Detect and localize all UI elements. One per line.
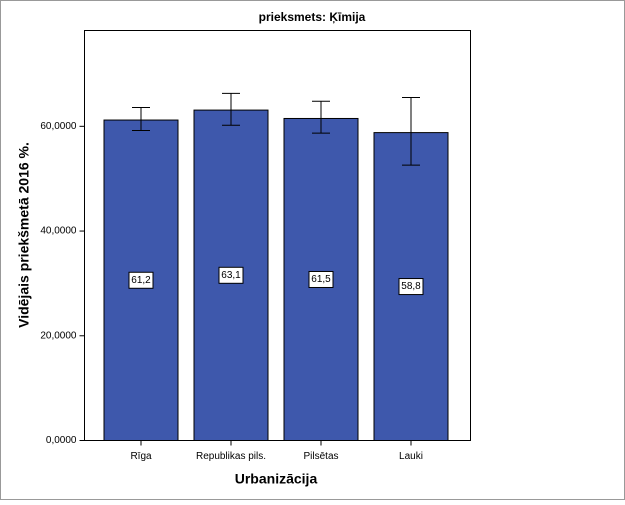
x-tick-label: Lauki [399,451,423,462]
value-label: 61,5 [311,274,331,285]
chart-title: prieksmets: Ķīmija [259,10,366,24]
value-label-box [398,278,424,296]
y-axis-label: Vidējais priekšmetā 2016 %. [16,142,32,328]
y-tick-label: 0,0000 [46,435,77,446]
value-label-box [128,271,154,289]
y-tick-label: 40,0000 [40,226,77,237]
x-tick-label: Republikas pils. [196,451,266,462]
value-label-box [308,270,334,288]
y-tick-label: 20,0000 [40,330,77,341]
x-axis-label: Urbanizācija [235,471,318,487]
x-tick-label: Rīga [130,451,152,462]
y-tick-label: 60,0000 [40,121,77,132]
value-label-box [218,266,244,284]
value-label: 63,1 [221,270,241,281]
x-tick-label: Pilsētas [303,451,338,462]
value-label: 61,2 [131,275,151,286]
value-label: 58,8 [401,281,421,292]
